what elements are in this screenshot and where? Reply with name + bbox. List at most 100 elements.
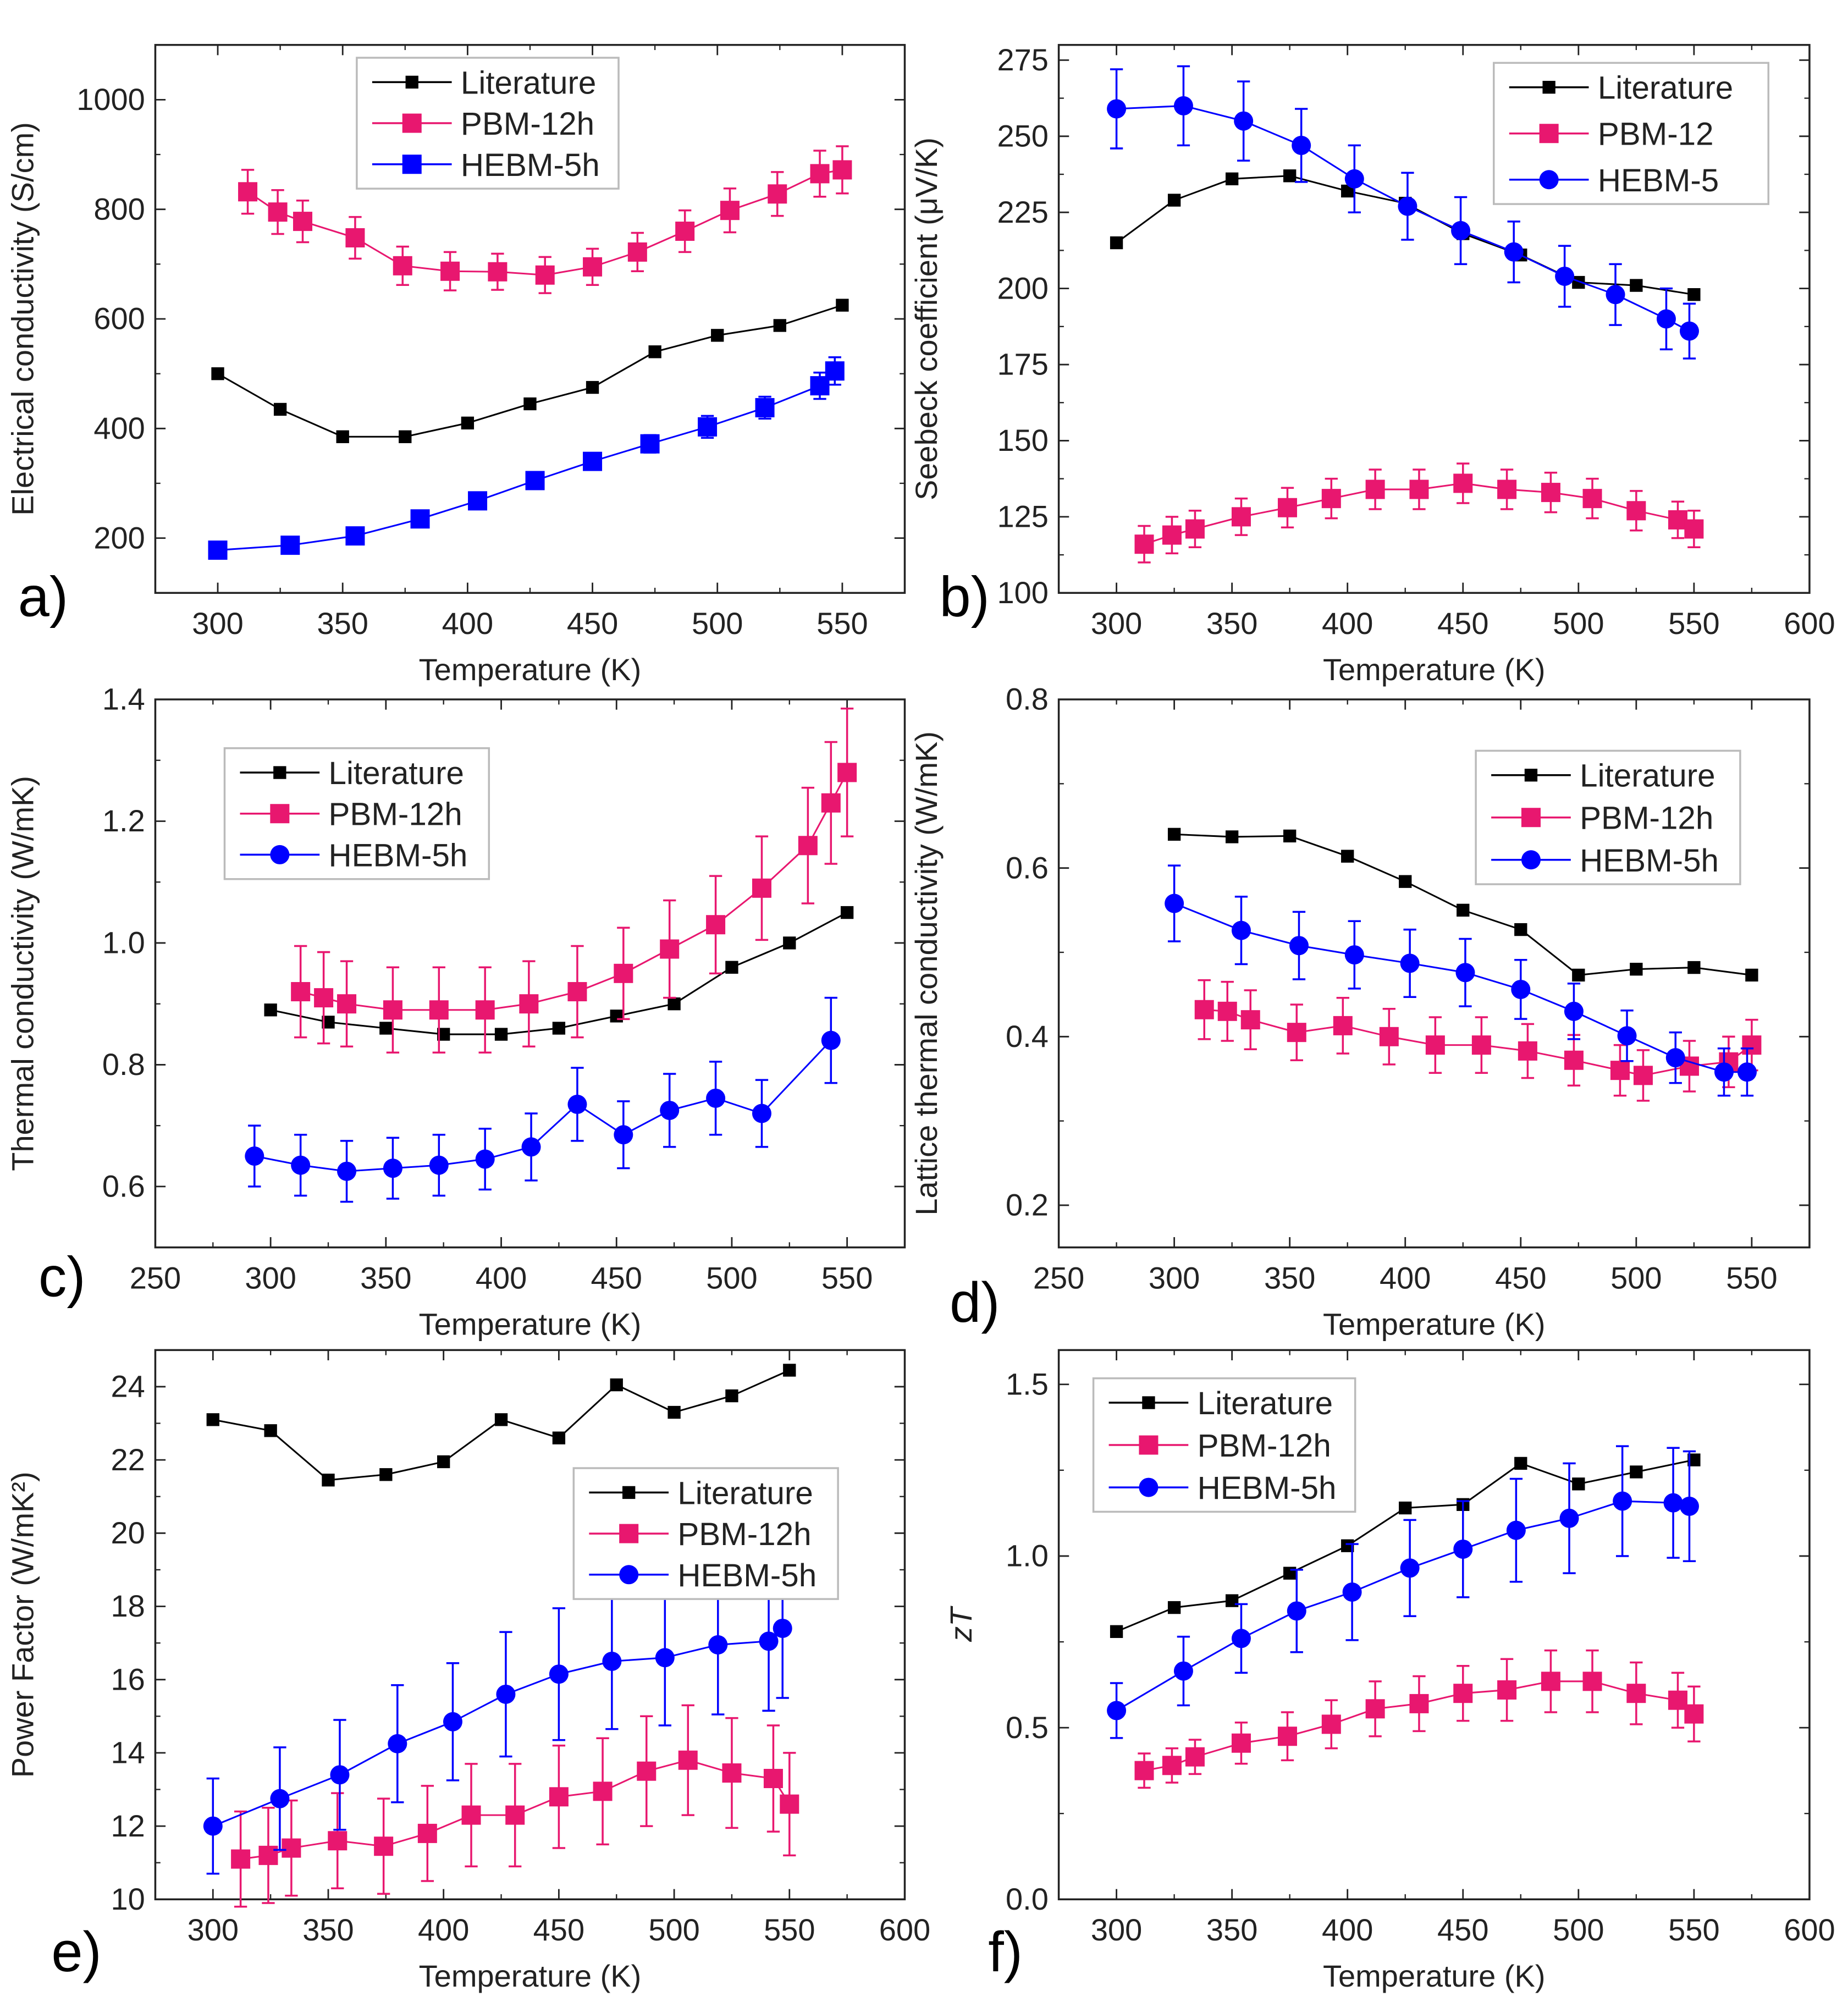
data-point xyxy=(1626,501,1646,521)
series-hebm-5h xyxy=(208,356,845,560)
series-hebm-5h xyxy=(1165,864,1757,1097)
x-tick-label: 350 xyxy=(1264,1260,1315,1295)
data-point xyxy=(1134,534,1154,554)
data-point xyxy=(619,1524,639,1543)
data-point xyxy=(619,1565,639,1585)
series-pbm-12 xyxy=(1134,462,1704,564)
y-axis-label: Power Factor (W/mK²) xyxy=(5,1471,40,1778)
data-point xyxy=(488,262,507,282)
data-point xyxy=(519,994,539,1014)
series-hebm-5h xyxy=(245,996,841,1203)
data-point xyxy=(1134,1761,1154,1780)
data-point xyxy=(461,416,475,430)
data-point xyxy=(494,1028,508,1041)
y-tick-label: 16 xyxy=(111,1662,145,1696)
data-point xyxy=(706,915,726,935)
data-point xyxy=(773,319,786,332)
data-point xyxy=(270,1789,290,1808)
x-tick-label: 500 xyxy=(1553,606,1604,641)
data-point xyxy=(1165,894,1184,913)
series-line xyxy=(1116,1500,1690,1712)
data-point xyxy=(1162,525,1182,545)
legend-label: HEBM-5h xyxy=(329,837,468,873)
data-point xyxy=(393,256,412,275)
data-point xyxy=(1409,479,1429,499)
series-hebm-5h xyxy=(1107,1445,1699,1739)
x-tick-label: 350 xyxy=(1206,606,1257,641)
y-tick-label: 1.4 xyxy=(102,682,145,716)
y-tick-label: 1.5 xyxy=(1006,1366,1049,1401)
data-point xyxy=(1572,275,1585,289)
data-point xyxy=(1225,830,1239,843)
data-point xyxy=(268,202,288,222)
x-tick-label: 300 xyxy=(192,606,243,641)
data-point xyxy=(720,201,740,220)
data-point xyxy=(258,1845,278,1865)
data-point xyxy=(1687,288,1701,301)
data-point xyxy=(1399,875,1412,888)
data-point xyxy=(231,1849,251,1869)
data-point xyxy=(322,1016,335,1029)
data-point xyxy=(337,994,357,1014)
data-point xyxy=(840,906,854,919)
chart-panel-d: 250 300 350 400 450 500 550 0.2 0.4 0.6 0.8 Tempera… xyxy=(909,682,1811,1341)
data-point xyxy=(1453,473,1473,493)
y-tick-label: 1.0 xyxy=(1006,1538,1049,1573)
chart-panel-b: 300 350 400 450 500 550 600 100 125 150 175 200 225 2… xyxy=(909,42,1835,687)
data-point xyxy=(711,329,724,342)
data-point xyxy=(282,1838,301,1858)
data-point xyxy=(627,242,647,262)
x-tick-label: 400 xyxy=(1322,606,1373,641)
data-point xyxy=(1684,1704,1704,1724)
data-point xyxy=(1289,936,1309,956)
data-point xyxy=(440,261,460,281)
legend-label: HEBM-5 xyxy=(1598,163,1719,198)
data-point xyxy=(1341,1539,1354,1552)
data-point xyxy=(698,417,718,437)
series-line xyxy=(1174,902,1747,1073)
y-tick-label: 225 xyxy=(997,195,1048,229)
y-axis-label: Electrical conductivity (S/cm) xyxy=(5,122,40,516)
data-point xyxy=(322,1474,335,1487)
series-line xyxy=(212,1628,784,1827)
data-point xyxy=(1194,1000,1214,1019)
x-tick-label: 500 xyxy=(1553,1912,1604,1947)
data-point xyxy=(622,1486,636,1499)
data-point xyxy=(708,1635,728,1654)
data-point xyxy=(330,1765,350,1785)
data-point xyxy=(1745,968,1758,982)
data-point xyxy=(475,1000,495,1020)
data-point xyxy=(810,164,830,184)
x-tick-label: 250 xyxy=(1033,1260,1084,1295)
legend-label: HEBM-5h xyxy=(677,1558,817,1593)
data-point xyxy=(1231,1733,1251,1753)
series-pbm-12h xyxy=(291,707,857,1054)
data-point xyxy=(1630,962,1643,976)
data-point xyxy=(291,982,311,1002)
data-point xyxy=(832,160,852,180)
x-tick-label: 450 xyxy=(591,1260,642,1295)
data-point xyxy=(1234,111,1254,131)
data-point xyxy=(1185,1747,1205,1767)
data-point xyxy=(1453,1684,1473,1703)
data-point xyxy=(725,1389,738,1403)
data-point xyxy=(1162,1756,1182,1775)
data-point xyxy=(1559,1508,1579,1528)
data-point xyxy=(1679,1496,1699,1516)
data-point xyxy=(602,1651,622,1671)
data-point xyxy=(637,1761,657,1781)
data-point xyxy=(1321,1714,1341,1734)
x-tick-label: 500 xyxy=(648,1912,699,1947)
data-point xyxy=(1107,1701,1127,1720)
y-tick-label: 200 xyxy=(93,520,145,555)
y-tick-label: 1000 xyxy=(76,82,145,117)
data-point xyxy=(1542,81,1555,94)
data-point xyxy=(1231,920,1251,940)
plot-frame xyxy=(1057,1349,1811,1901)
data-point xyxy=(1173,96,1193,115)
data-point xyxy=(1514,1457,1527,1470)
data-point xyxy=(383,1000,402,1020)
plot-frame xyxy=(1057,43,1811,594)
y-tick-label: 0.4 xyxy=(1006,1019,1049,1054)
data-point xyxy=(1379,1027,1399,1046)
